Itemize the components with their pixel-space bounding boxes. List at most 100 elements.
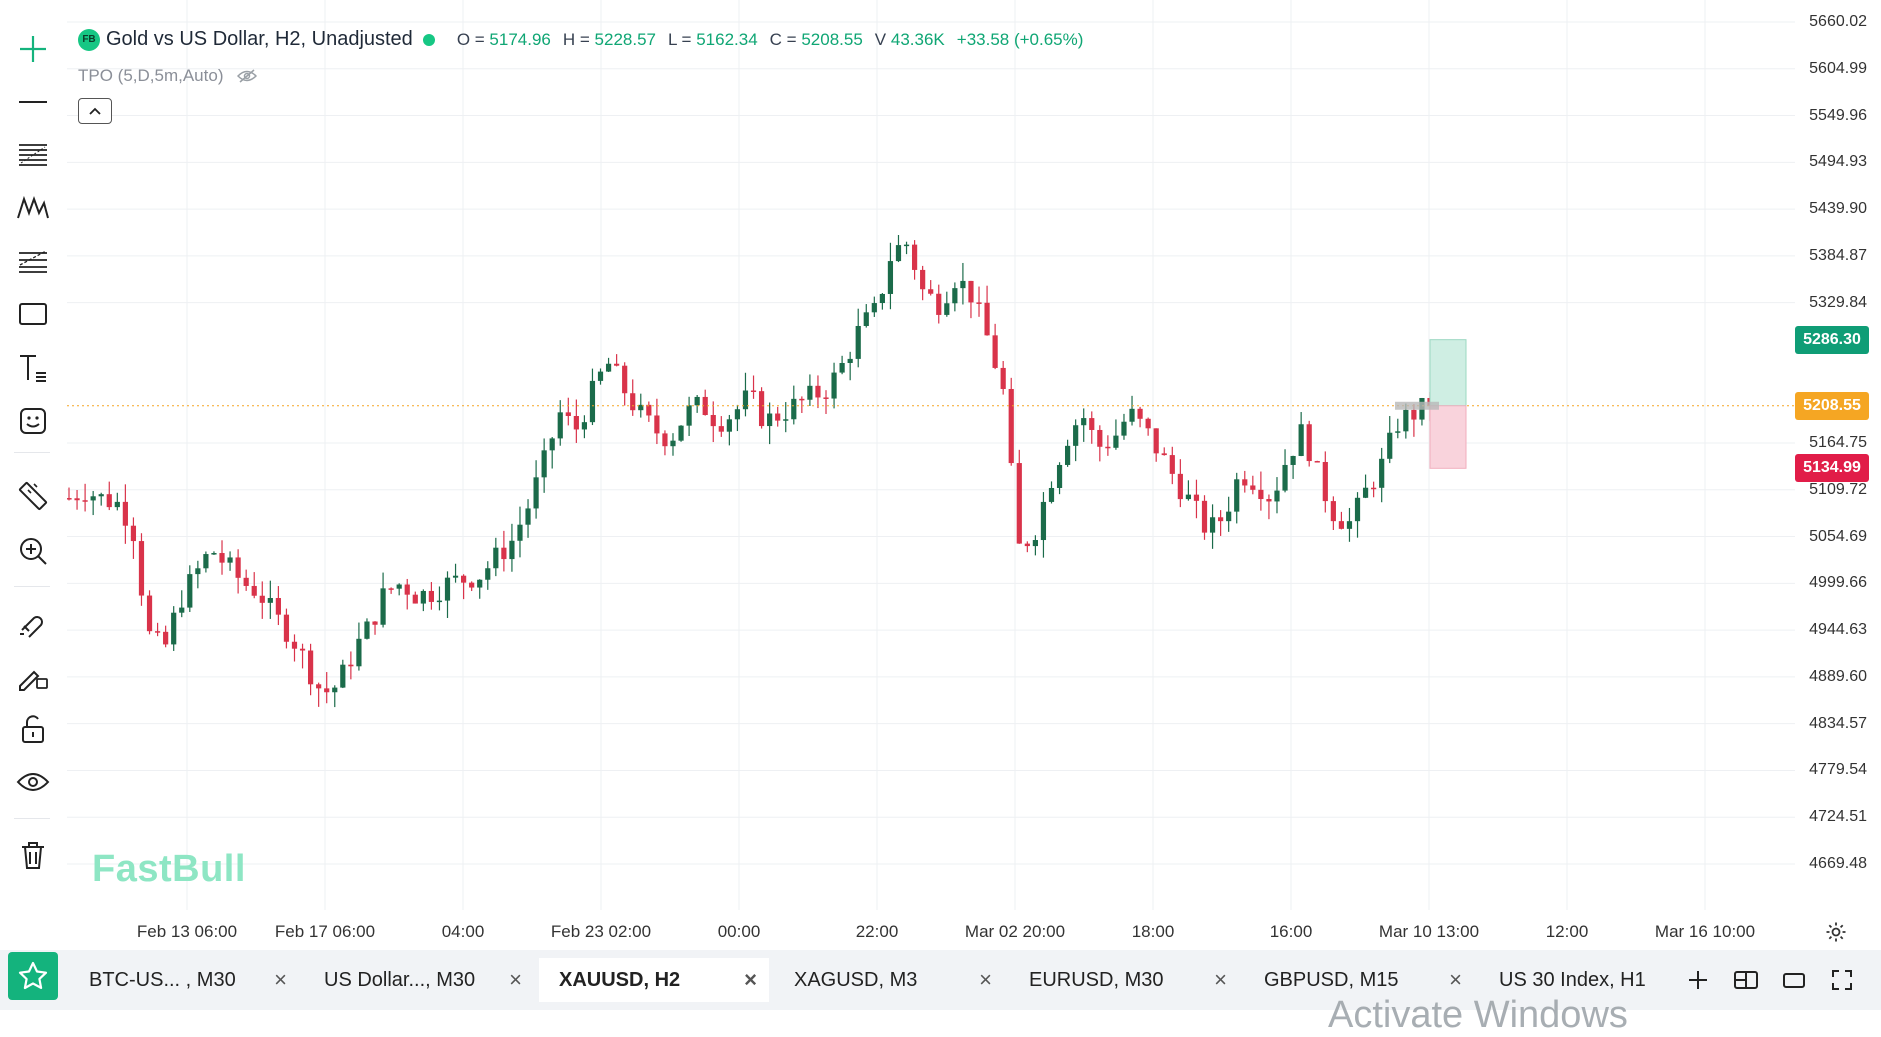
candle-body — [1105, 446, 1111, 449]
candle-body — [501, 547, 507, 560]
price-chart[interactable] — [67, 0, 1795, 910]
candle-body — [1008, 388, 1014, 464]
price-axis-label: 5604.99 — [1809, 59, 1867, 77]
toolbar-divider — [14, 452, 50, 453]
zoom-in-icon[interactable] — [13, 531, 53, 571]
close-icon[interactable]: × — [509, 967, 522, 992]
candle-body — [1161, 453, 1167, 456]
tab-xauusd[interactable]: XAUUSD, H2 × — [539, 958, 769, 1002]
text-tool-icon[interactable] — [13, 348, 53, 388]
tab-us30-index[interactable]: US 30 Index, H1 — [1479, 958, 1679, 1002]
candle-body — [1040, 501, 1047, 541]
candle-body — [179, 607, 185, 613]
close-icon[interactable]: × — [744, 967, 757, 992]
trend-line-icon[interactable] — [13, 82, 53, 122]
candle-body — [332, 687, 338, 693]
time-axis-label: Feb 23 02:00 — [550, 922, 652, 941]
magnet-icon[interactable] — [13, 601, 53, 641]
candle-body — [557, 412, 563, 439]
candle-body — [1314, 461, 1320, 463]
price-axis-label: 4724.51 — [1809, 808, 1867, 826]
fullscreen-icon[interactable] — [1826, 964, 1858, 996]
candle-body — [887, 261, 894, 294]
candle-body — [1258, 489, 1264, 500]
tab-gbpusd[interactable]: GBPUSD, M15 × — [1244, 958, 1474, 1002]
time-axis-label: Feb 17 06:00 — [274, 922, 376, 941]
tab-xagusd[interactable]: XAGUSD, M3 × — [774, 958, 1004, 1002]
close-icon[interactable]: × — [1449, 967, 1462, 992]
candle-body — [670, 440, 676, 447]
window-icon[interactable] — [1778, 964, 1810, 996]
candle-body — [581, 422, 588, 430]
candle-body — [871, 303, 877, 313]
crosshair-icon[interactable] — [13, 29, 53, 69]
candle-body — [1218, 517, 1224, 522]
fib-lines-icon[interactable] — [13, 134, 53, 174]
candle-body — [533, 477, 539, 509]
candle-body — [146, 595, 153, 632]
candle-body — [1209, 517, 1216, 533]
candle-body — [694, 396, 700, 406]
candle-body — [1306, 424, 1312, 462]
hide-indicator-icon[interactable] — [237, 68, 258, 84]
channel-icon[interactable] — [13, 240, 53, 280]
candle-body — [831, 372, 837, 399]
candle-body — [82, 500, 88, 502]
time-axis-label: 12:00 — [1545, 922, 1589, 941]
price-axis-label: 5439.90 — [1809, 200, 1867, 218]
candle-body — [1185, 494, 1192, 500]
candle-body — [750, 390, 757, 392]
candle-body — [895, 245, 902, 262]
tab-btcusd[interactable]: BTC-US... , M30 × — [69, 958, 299, 1002]
lock-drawing-icon[interactable] — [13, 655, 53, 695]
ohlc-open: O = 5174.96 — [456, 29, 551, 49]
candle-body — [758, 391, 765, 427]
time-axis-label: Feb 13 06:00 — [136, 922, 238, 941]
candle-body — [380, 588, 386, 625]
patterns-icon[interactable] — [13, 187, 53, 227]
chart-legend: FB Gold vs US Dollar, H2, Unadjusted O =… — [78, 28, 1083, 51]
candle-body — [597, 371, 604, 381]
time-axis[interactable]: Feb 13 06:00 Feb 17 06:00 04:00 Feb 23 02:0… — [67, 910, 1795, 950]
candle-body — [1403, 409, 1409, 432]
price-axis-label: 5660.02 — [1809, 13, 1867, 30]
tab-eurusd[interactable]: EURUSD, M30 × — [1009, 958, 1239, 1002]
watchlist-button[interactable] — [8, 952, 58, 1000]
price-axis-label: 5164.75 — [1809, 434, 1867, 451]
candle-body — [444, 577, 451, 601]
candle-body — [920, 269, 926, 290]
close-icon[interactable]: × — [979, 967, 992, 992]
candle-body — [1169, 455, 1175, 474]
price-axis-label: 4944.63 — [1809, 621, 1867, 639]
trash-icon[interactable] — [13, 835, 53, 875]
candle-body — [960, 280, 966, 289]
candle-body — [98, 494, 104, 497]
candle-body — [74, 498, 80, 501]
star-icon — [18, 961, 48, 990]
add-tab-icon[interactable] — [1682, 964, 1714, 996]
candle-body — [1338, 521, 1345, 529]
candle-body — [324, 688, 330, 693]
collapse-legend-button[interactable] — [78, 98, 112, 124]
tpo-indicator-label[interactable]: TPO (5,D,5m,Auto) — [78, 66, 224, 85]
candle-body — [485, 568, 491, 580]
candle-body — [638, 404, 644, 411]
candle-body — [1371, 487, 1377, 490]
rectangle-icon[interactable] — [13, 294, 53, 334]
tab-label: GBPUSD, M15 — [1264, 968, 1399, 991]
layout-icon[interactable] — [1730, 964, 1762, 996]
tab-us-dollar[interactable]: US Dollar..., M30 × — [304, 958, 534, 1002]
ruler-icon[interactable] — [13, 476, 53, 516]
eye-icon[interactable] — [13, 762, 53, 802]
market-open-indicator — [422, 33, 435, 46]
gear-icon[interactable] — [1822, 918, 1850, 946]
candle-body — [839, 362, 845, 373]
close-icon[interactable]: × — [1214, 967, 1227, 992]
candle-body — [791, 398, 797, 420]
unlock-icon[interactable] — [13, 709, 53, 749]
candle-body — [477, 579, 483, 588]
emoji-icon[interactable] — [13, 401, 53, 441]
symbol-title[interactable]: Gold vs US Dollar, H2, Unadjusted — [106, 28, 413, 50]
candle-body — [614, 363, 620, 366]
close-icon[interactable]: × — [274, 967, 287, 992]
